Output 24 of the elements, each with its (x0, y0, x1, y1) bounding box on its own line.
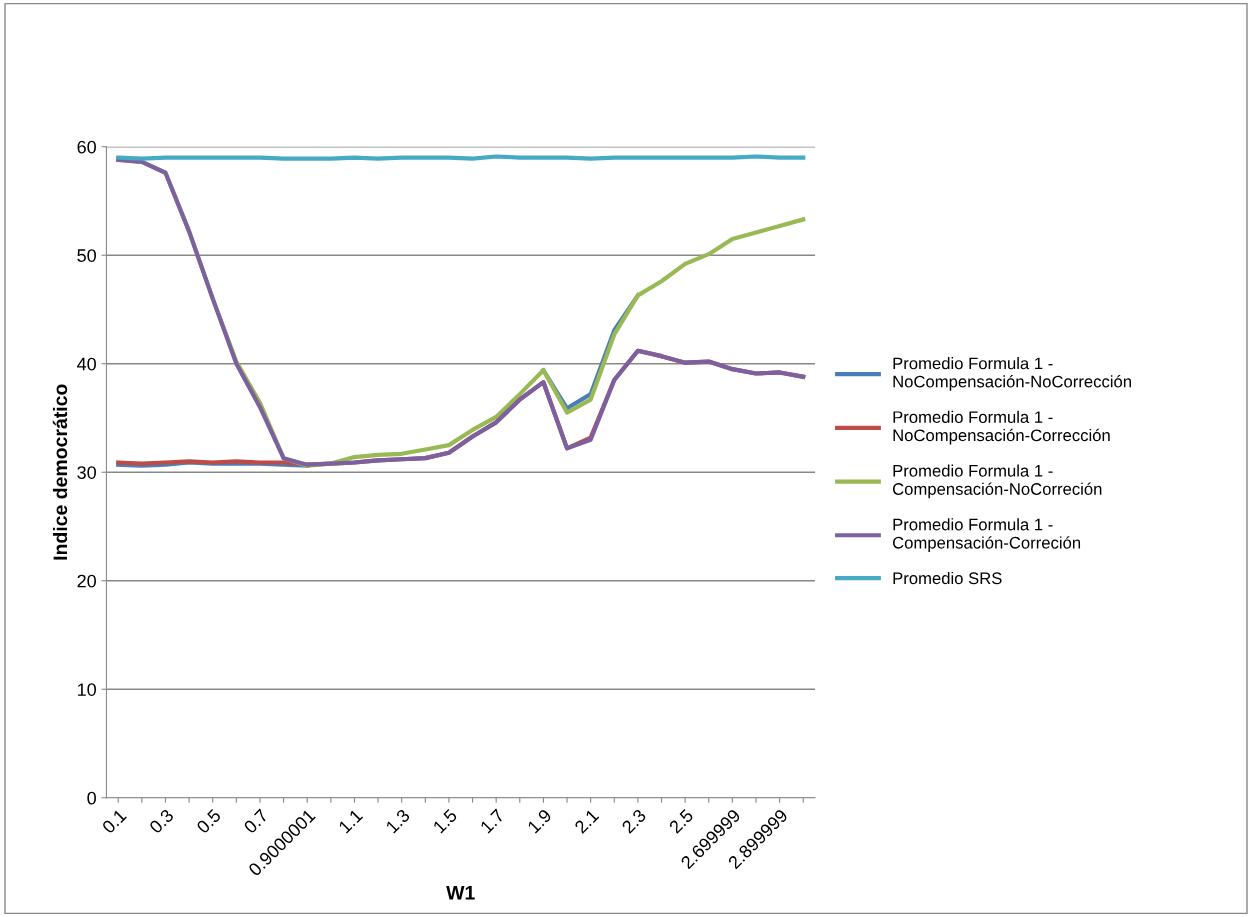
x-tick-label: 1.1 (338, 808, 364, 834)
legend-label: Promedio Formula 1 - NoCompensación-Corrección (893, 410, 1110, 445)
x-tick-label: 0.5 (195, 808, 222, 835)
y-tick-label: 60 (77, 140, 96, 154)
legend-label: Promedio SRS (893, 571, 1002, 585)
y-axis-title: Indice democrático (52, 384, 68, 560)
x-tick-label: 0.1 (101, 808, 127, 835)
x-tick-label: 1.9 (526, 808, 553, 834)
y-tick-label: 50 (77, 249, 96, 262)
y-tick-label: 40 (77, 357, 96, 371)
x-tick-label: 2.3 (621, 808, 647, 834)
x-tick-label: 2.1 (573, 808, 600, 834)
legend-label: Promedio Formula 1 - NoCompensación-NoCorrección (893, 357, 1131, 391)
y-tick-label: 30 (77, 466, 96, 479)
x-axis-title: W1 (446, 886, 475, 900)
x-tick-label: 1.5 (432, 808, 458, 834)
legend-label: Promedio Formula 1 - Compensación-Correción (892, 518, 1081, 552)
x-tick-label: 1.3 (385, 808, 411, 834)
x-tick-label: 0.3 (148, 808, 175, 835)
y-tick-label: 20 (77, 574, 96, 588)
x-tick-label: 1.7 (479, 808, 505, 834)
legend-label: Promedio Formula 1 - Compensación-NoCorreción (892, 464, 1102, 499)
y-tick-label: 0 (87, 791, 96, 805)
y-tick-label: 10 (77, 683, 96, 696)
